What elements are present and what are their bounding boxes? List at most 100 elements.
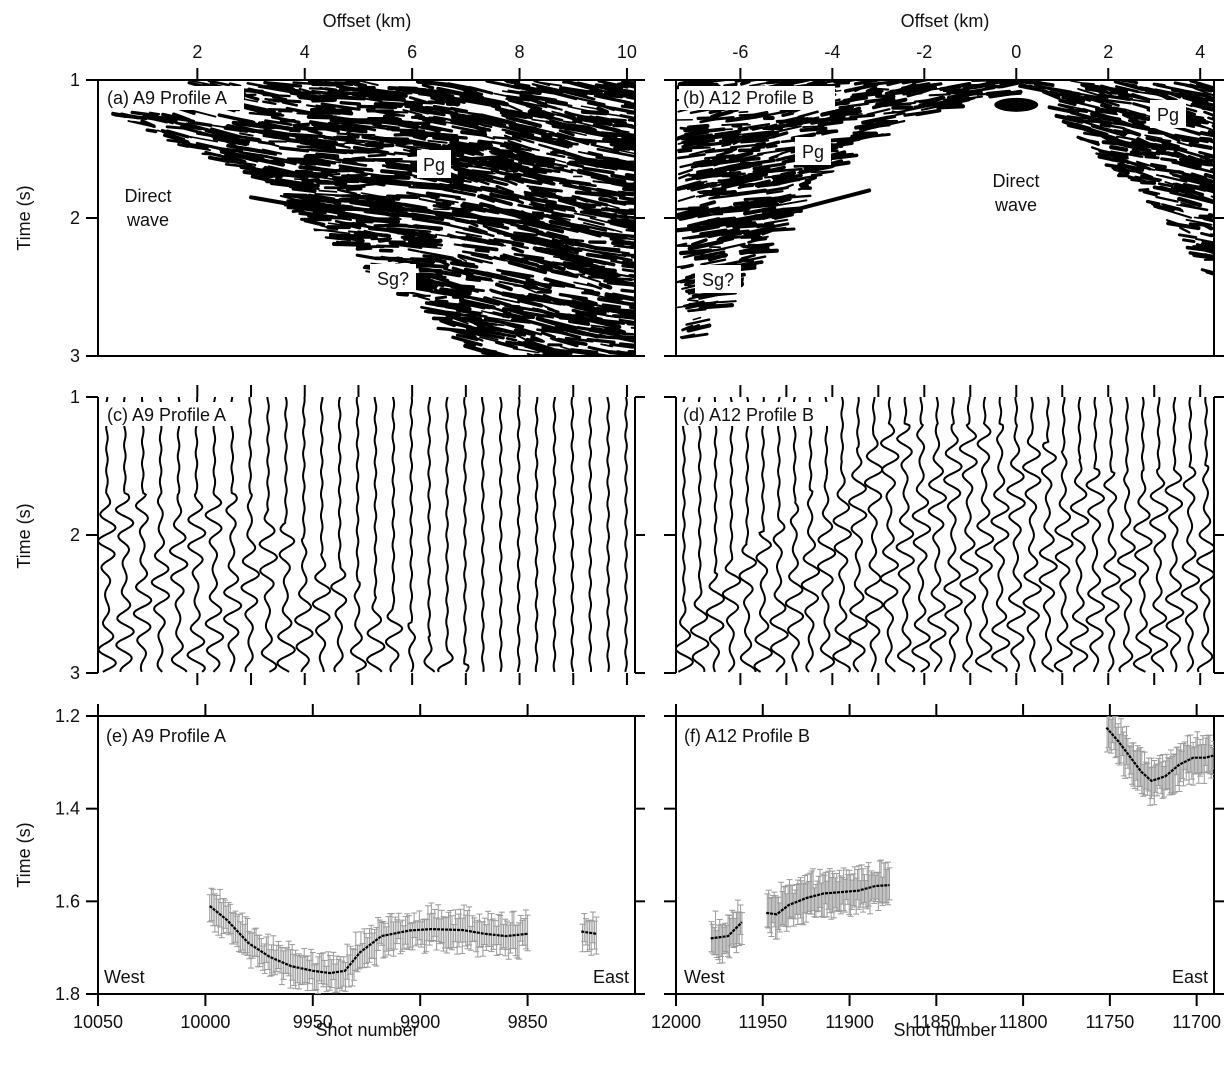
seismic-streak: [696, 141, 727, 148]
seismic-streak: [351, 93, 379, 99]
seismic-direct-peak: [994, 97, 1039, 112]
seismic-streak: [207, 80, 231, 87]
seismic-streak: [403, 138, 442, 147]
seismic-streak: [677, 153, 706, 160]
y-tick-label: 1: [70, 70, 80, 90]
seismic-streak: [1123, 108, 1154, 119]
seismic-streak: [738, 247, 755, 253]
seismic-streak: [776, 80, 810, 88]
seismic-streak: [1147, 130, 1167, 136]
seismic-streak: [273, 157, 297, 166]
seismic-streak: [381, 164, 408, 170]
seismic-streak: [530, 201, 545, 208]
seismic-streak: [700, 258, 727, 266]
seismic-streak: [704, 213, 724, 216]
seismic-streak: [618, 318, 635, 323]
seismic-streak: [335, 135, 357, 139]
seismic-streak: [204, 150, 237, 162]
seismic-streak: [918, 99, 933, 107]
seismic-streak: [514, 167, 529, 175]
seismic-streak: [1124, 160, 1150, 167]
seismic-streak: [148, 111, 161, 115]
seismic-streak: [1204, 158, 1214, 163]
seismic-streak: [490, 140, 522, 149]
seismic-streak: [686, 123, 710, 130]
seismic-streak: [552, 166, 574, 174]
seismic-streak: [513, 328, 536, 337]
seismic-streak: [887, 80, 905, 84]
seismic-streak: [853, 80, 884, 86]
seismic-streak: [337, 116, 369, 124]
seismic-streak: [565, 208, 576, 212]
seismic-streak: [762, 227, 796, 233]
seismic-streak: [1191, 187, 1206, 192]
seismic-streak: [710, 252, 726, 259]
seismic-streak: [1083, 96, 1113, 107]
seismic-streak: [281, 100, 299, 107]
seismic-streak: [449, 261, 479, 269]
seismic-streak: [630, 302, 635, 306]
seismic-streak: [571, 195, 609, 207]
seismic-streak: [356, 104, 398, 110]
seismic-streak: [408, 129, 435, 135]
y-tick-label: 3: [70, 663, 80, 683]
seismic-streak: [378, 101, 416, 106]
seismic-streak: [515, 334, 527, 341]
seismic-streak: [385, 213, 400, 219]
seismic-streak: [512, 172, 530, 177]
seismic-streak: [629, 305, 635, 310]
seismic-streak: [244, 162, 257, 167]
seismic-streak: [594, 83, 624, 92]
seismic-streak: [797, 186, 807, 190]
seismic-streak: [1084, 94, 1107, 101]
seismic-streak: [491, 105, 518, 114]
seismic-streak: [1097, 134, 1117, 141]
seismic-streak: [613, 133, 635, 139]
seismic-streak: [702, 220, 733, 227]
seismic-streak: [514, 235, 543, 243]
seismic-streak: [212, 136, 242, 145]
seismic-streak: [595, 306, 635, 313]
seismic-streak: [455, 333, 479, 342]
seismic-streak: [145, 128, 158, 134]
seismic-streak: [580, 109, 609, 116]
seismic-streak: [1144, 134, 1163, 140]
seismic-streak: [461, 330, 499, 341]
seismic-streak: [499, 254, 540, 268]
seismic-streak: [1157, 182, 1174, 188]
seismic-streak: [676, 264, 691, 269]
y-ticks-d: [664, 396, 1224, 674]
seismic-streak: [1178, 162, 1199, 171]
seismic-streak: [283, 179, 320, 188]
xlabel-f: Shot number: [893, 1020, 996, 1040]
seismic-streak: [530, 185, 563, 193]
seismic-streak: [536, 264, 554, 270]
seismic-streak: [620, 104, 635, 110]
seismic-streak: [346, 176, 375, 184]
wiggle-trace: [98, 397, 117, 673]
wiggle-trace: [753, 397, 773, 673]
seismic-streak: [508, 125, 547, 136]
seismic-streak: [705, 302, 716, 308]
x-tick-label: 10050: [73, 1012, 123, 1032]
seismic-streak: [598, 282, 613, 290]
seismic-streak: [1205, 270, 1214, 276]
seismic-streak: [320, 102, 361, 111]
seismic-streak: [864, 117, 887, 126]
seismic-streak: [1058, 98, 1077, 107]
seismic-streak: [883, 110, 904, 115]
seismic-streak: [452, 317, 469, 325]
seismic-streak: [1068, 108, 1089, 114]
seismic-streak: [584, 289, 601, 295]
seismic-streak: [622, 260, 635, 265]
seismic-streak: [609, 342, 635, 349]
seismic-streak: [299, 162, 317, 166]
seismic-streak: [562, 184, 590, 192]
seismic-streak: [928, 93, 951, 97]
seismic-streak: [581, 128, 619, 139]
seismic-streak: [165, 125, 184, 130]
seismic-streak: [683, 146, 711, 150]
seismic-streak: [351, 156, 366, 160]
seismic-streak: [709, 109, 734, 120]
wiggle-trace: [258, 397, 279, 673]
